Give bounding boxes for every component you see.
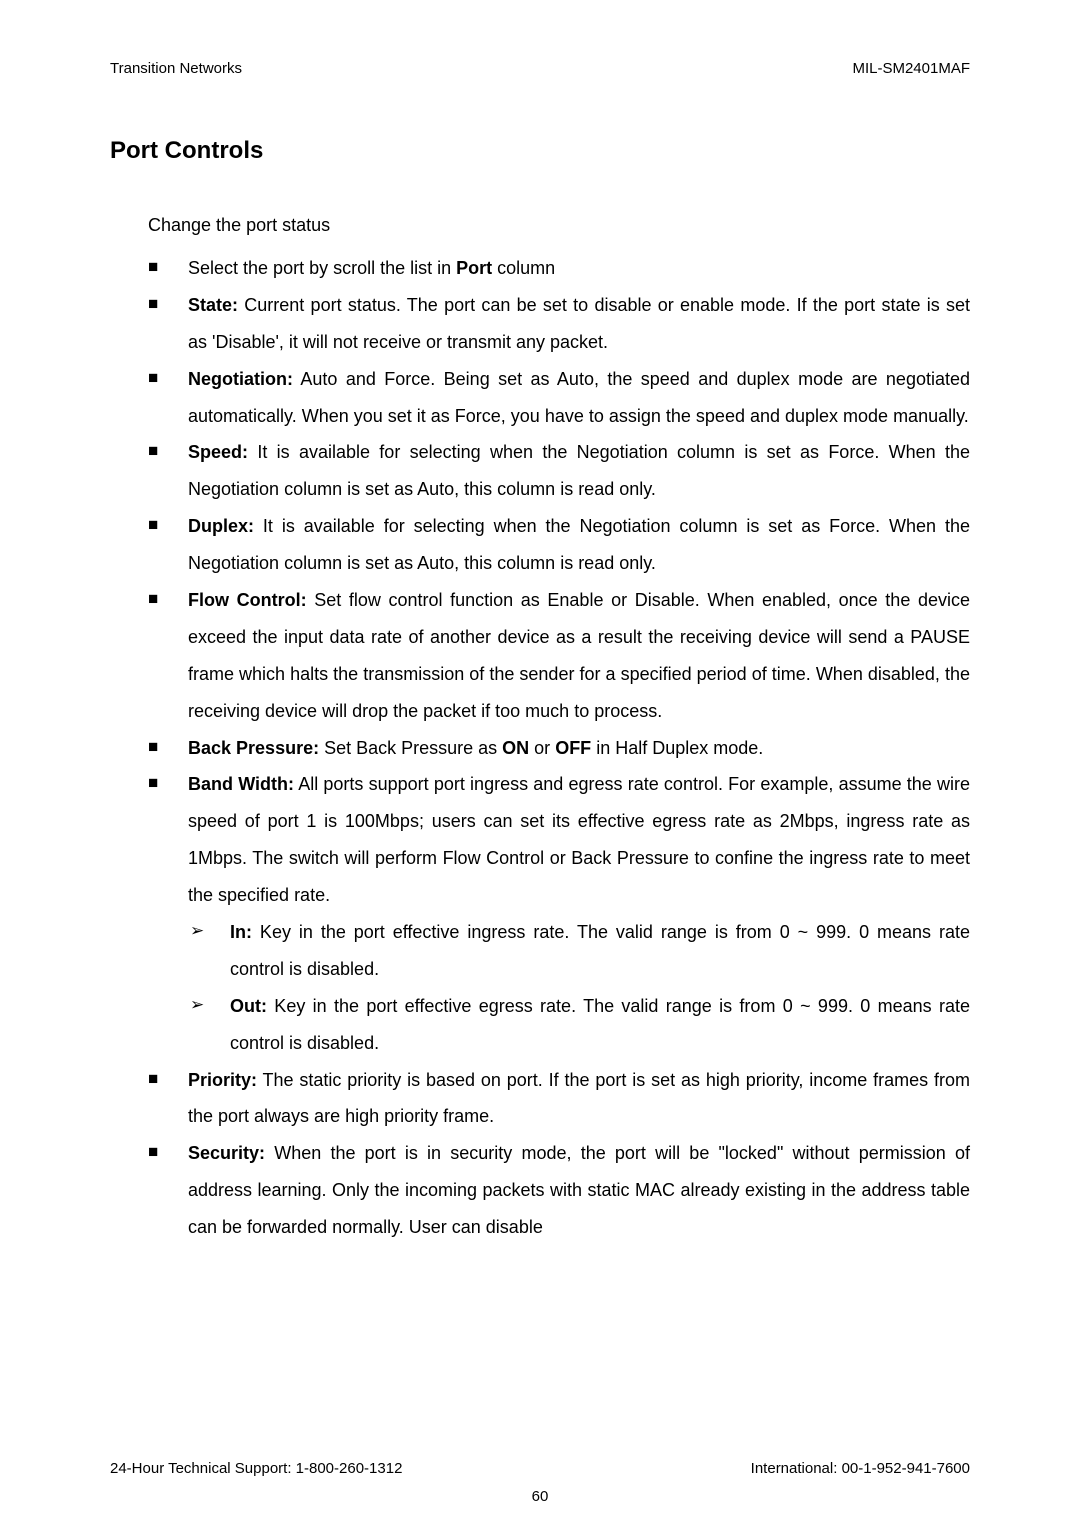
item-label: State: [188, 295, 238, 315]
item-text: The static priority is based on port. If… [188, 1070, 970, 1127]
item-label: Security: [188, 1143, 265, 1163]
item-label: Duplex: [188, 516, 254, 536]
item-text: All ports support port ingress and egres… [188, 774, 970, 905]
list-item: Select the port by scroll the list in Po… [148, 250, 970, 287]
list-item: Duplex: It is available for selecting wh… [148, 508, 970, 582]
page-number: 60 [0, 1488, 1080, 1505]
list-item: Negotiation: Auto and Force. Being set a… [148, 361, 970, 435]
bullet-list: Select the port by scroll the list in Po… [148, 250, 970, 1246]
list-item: State: Current port status. The port can… [148, 287, 970, 361]
item-bold2: OFF [555, 738, 591, 758]
item-bold: Port [456, 258, 492, 278]
sub-label: In: [230, 922, 252, 942]
sub-text: Key in the port effective ingress rate. … [230, 922, 970, 979]
sub-label: Out: [230, 996, 267, 1016]
list-item: Flow Control: Set flow control function … [148, 582, 970, 730]
list-item: Band Width: All ports support port ingre… [148, 766, 970, 1061]
intro-text: Change the port status [148, 215, 970, 236]
sub-item: In: Key in the port effective ingress ra… [188, 914, 970, 988]
item-text: It is available for selecting when the N… [188, 516, 970, 573]
item-text: Select the port by scroll the list in [188, 258, 456, 278]
item-tail: column [492, 258, 555, 278]
sub-list: In: Key in the port effective ingress ra… [188, 914, 970, 1062]
list-item: Priority: The static priority is based o… [148, 1062, 970, 1136]
item-text: Set Back Pressure as [319, 738, 502, 758]
item-text: It is available for selecting when the N… [188, 442, 970, 499]
footer-right: International: 00-1-952-941-7600 [751, 1460, 970, 1477]
item-text: When the port is in security mode, the p… [188, 1143, 970, 1237]
item-label: Speed: [188, 442, 248, 462]
footer-left: 24-Hour Technical Support: 1-800-260-131… [110, 1460, 402, 1477]
page-footer: 24-Hour Technical Support: 1-800-260-131… [110, 1460, 970, 1477]
item-tail: in Half Duplex mode. [591, 738, 763, 758]
item-label: Band Width: [188, 774, 294, 794]
item-label: Negotiation: [188, 369, 293, 389]
list-item: Security: When the port is in security m… [148, 1135, 970, 1246]
item-label: Back Pressure: [188, 738, 319, 758]
item-mid: or [529, 738, 555, 758]
item-label: Flow Control: [188, 590, 307, 610]
item-bold: ON [502, 738, 529, 758]
page-header: Transition Networks MIL-SM2401MAF [110, 60, 970, 77]
item-text: Current port status. The port can be set… [188, 295, 970, 352]
header-left: Transition Networks [110, 60, 242, 77]
sub-text: Key in the port effective egress rate. T… [230, 996, 970, 1053]
list-item: Speed: It is available for selecting whe… [148, 434, 970, 508]
item-label: Priority: [188, 1070, 257, 1090]
section-title: Port Controls [110, 137, 970, 165]
item-text: Auto and Force. Being set as Auto, the s… [188, 369, 970, 426]
header-right: MIL-SM2401MAF [852, 60, 970, 77]
sub-item: Out: Key in the port effective egress ra… [188, 988, 970, 1062]
list-item: Back Pressure: Set Back Pressure as ON o… [148, 730, 970, 767]
